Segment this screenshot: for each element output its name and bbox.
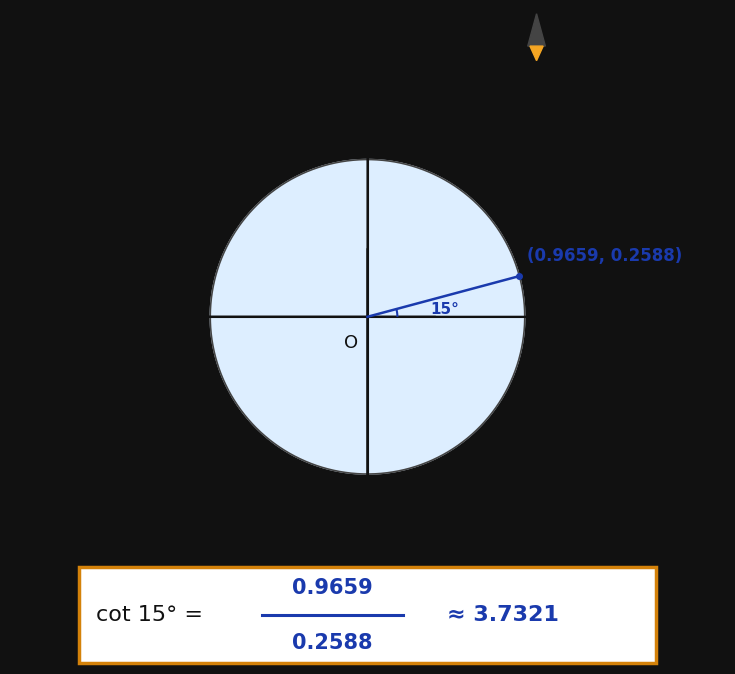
Text: 15°: 15° (430, 301, 459, 317)
Text: y: y (379, 78, 390, 96)
Text: CUEMATH: CUEMATH (600, 26, 720, 47)
Text: cot 15° =: cot 15° = (96, 605, 203, 625)
Polygon shape (530, 46, 543, 61)
Text: 0.9659: 0.9659 (292, 578, 373, 598)
Text: (0, 1): (0, 1) (379, 137, 419, 152)
Text: 0.2588: 0.2588 (292, 634, 373, 653)
Text: ≈ 3.7321: ≈ 3.7321 (447, 605, 559, 625)
Text: O: O (344, 334, 358, 352)
Text: x: x (595, 284, 606, 303)
Text: (1, 0): (1, 0) (531, 332, 572, 348)
Text: (-1, 0): (-1, 0) (156, 289, 202, 304)
Text: Value of cot 15° Using Unit Circle: Value of cot 15° Using Unit Circle (15, 27, 348, 46)
Polygon shape (528, 13, 545, 46)
Polygon shape (210, 160, 525, 474)
FancyBboxPatch shape (79, 567, 656, 663)
Text: (0.9659, 0.2588): (0.9659, 0.2588) (527, 247, 683, 265)
Text: (0, -1): (0, -1) (379, 485, 425, 500)
